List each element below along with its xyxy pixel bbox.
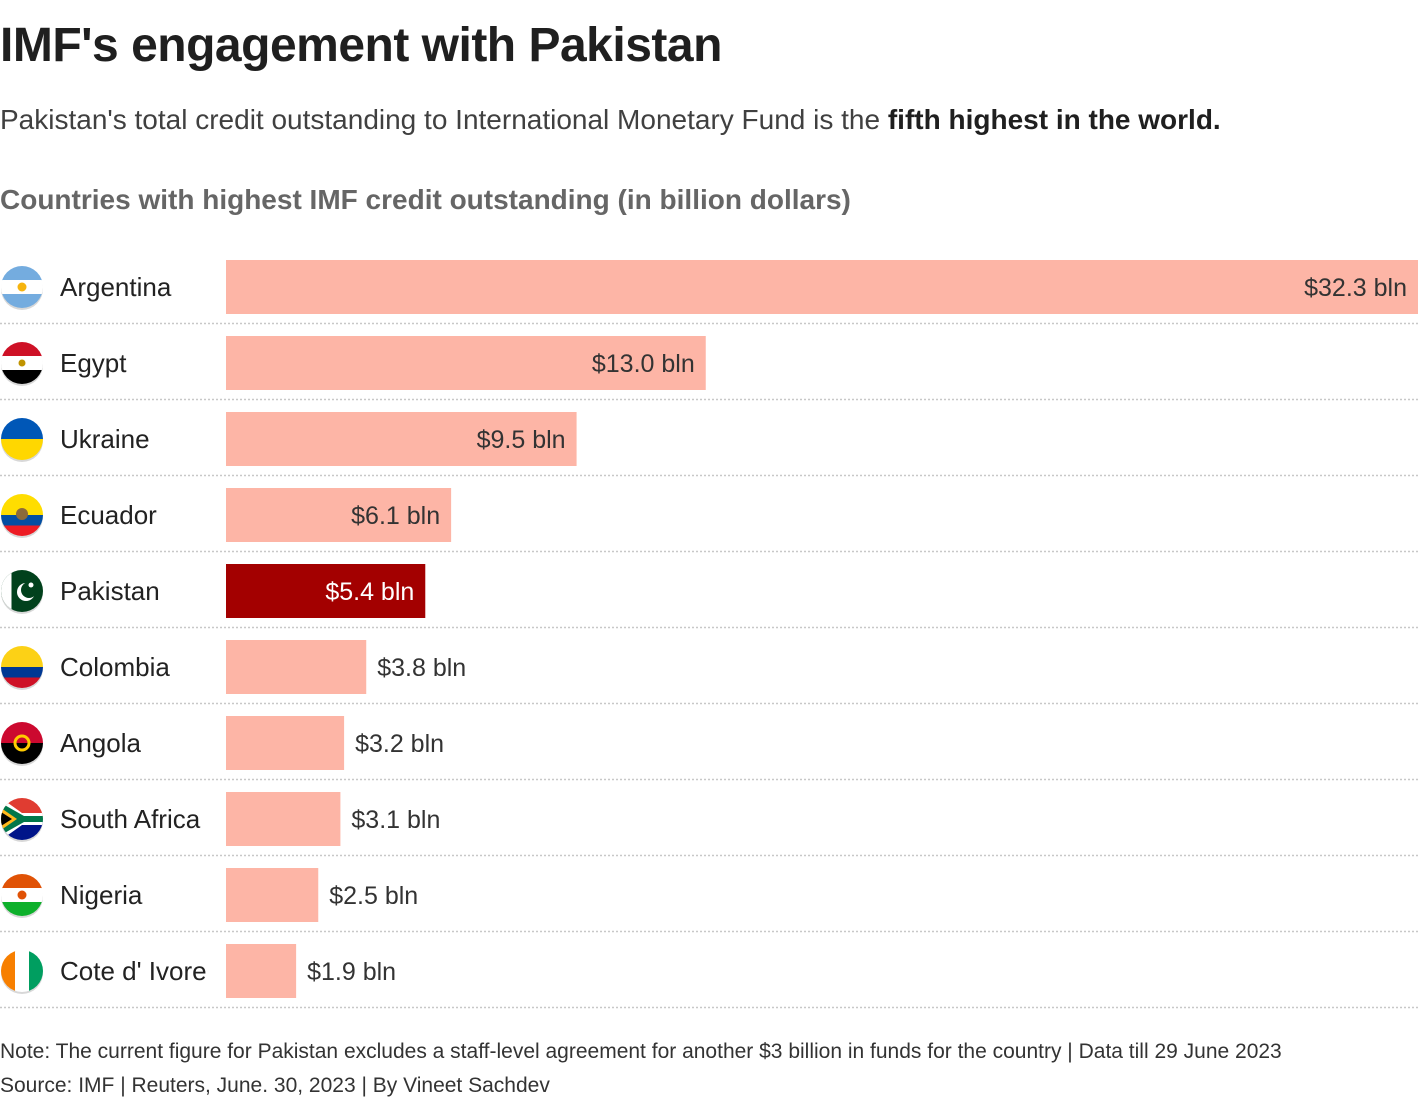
value-label: $2.5 bln xyxy=(329,882,418,910)
colombia-flag-icon xyxy=(1,646,43,690)
category-label: Egypt xyxy=(60,348,127,378)
category-label: Argentina xyxy=(60,272,172,302)
ukraine-flag-icon xyxy=(1,418,43,462)
subtitle-emphasis: fifth highest in the world. xyxy=(887,104,1221,135)
value-label: $3.1 bln xyxy=(351,806,440,834)
page-title: IMF's engagement with Pakistan xyxy=(0,19,722,72)
category-label: South Africa xyxy=(60,804,201,834)
bar-pakistan xyxy=(226,564,426,618)
footnote: Note: The current figure for Pakistan ex… xyxy=(0,1040,1282,1063)
angola-flag-icon xyxy=(1,722,43,766)
argentina-flag-icon xyxy=(1,266,43,310)
value-label: $9.5 bln xyxy=(477,426,566,454)
cote-divoire-flag-icon xyxy=(1,950,43,994)
south-africa-flag-icon xyxy=(1,798,43,842)
value-label: $6.1 bln xyxy=(351,502,440,530)
bar-ecuador xyxy=(226,488,452,542)
value-label: $3.2 bln xyxy=(355,730,444,758)
bar-ukraine xyxy=(226,412,577,466)
category-label: Nigeria xyxy=(60,880,143,910)
category-label: Ecuador xyxy=(60,500,157,530)
bar-colombia xyxy=(226,640,367,694)
nigeria-flag-icon xyxy=(1,874,43,918)
bar-angola xyxy=(226,716,345,770)
bar-nigeria xyxy=(226,868,319,922)
egypt-flag-icon xyxy=(1,342,43,386)
subtitle-text: Pakistan's total credit outstanding to I… xyxy=(0,104,888,135)
bar-cote-d-ivore xyxy=(226,944,297,998)
value-label: $32.3 bln xyxy=(1304,274,1407,302)
ecuador-flag-icon xyxy=(1,494,43,538)
subtitle: Pakistan's total credit outstanding to I… xyxy=(0,104,1221,136)
category-label: Cote d' Ivore xyxy=(60,956,207,986)
category-label: Pakistan xyxy=(60,576,160,606)
value-label: $13.0 bln xyxy=(592,350,695,378)
value-label: $5.4 bln xyxy=(325,578,414,606)
pakistan-flag-icon xyxy=(1,570,43,614)
bar-argentina xyxy=(226,260,1418,314)
bar-south-africa xyxy=(226,792,341,846)
source-line: Source: IMF | Reuters, June. 30, 2023 | … xyxy=(0,1074,550,1097)
category-label: Ukraine xyxy=(60,424,150,454)
category-label: Angola xyxy=(60,728,141,758)
bar-chart: Argentina $32.3 bln Egypt $13.0 bln Ukraine $… xyxy=(0,260,1420,1009)
value-label: $3.8 bln xyxy=(377,654,466,682)
value-label: $1.9 bln xyxy=(307,958,396,986)
chart-title: Countries with highest IMF credit outsta… xyxy=(0,184,851,215)
category-label: Colombia xyxy=(60,652,170,682)
bar-egypt xyxy=(226,336,706,390)
